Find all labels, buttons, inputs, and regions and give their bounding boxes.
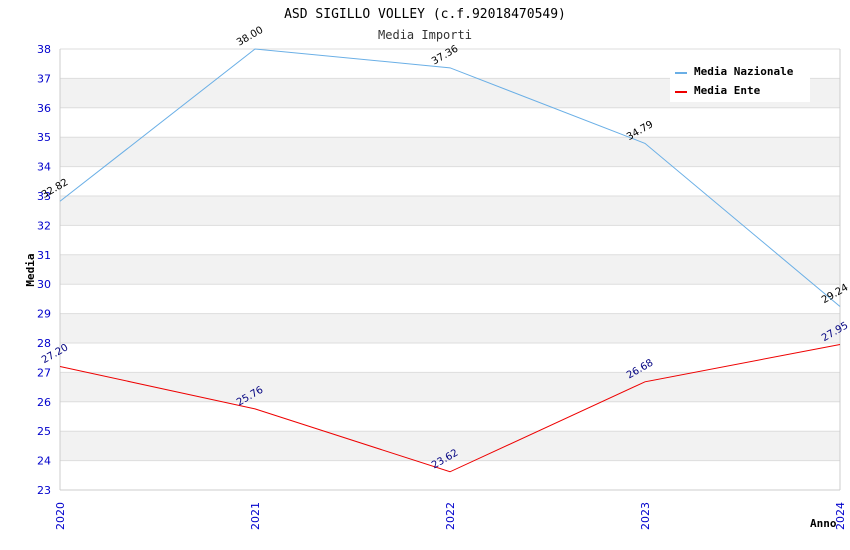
grid-band: [60, 372, 840, 402]
y-tick-label: 36: [37, 102, 51, 115]
grid-band: [60, 254, 840, 285]
y-tick-label: 35: [37, 131, 51, 144]
legend: Media Nazionale Media Ente: [670, 60, 810, 102]
chart-title: ASD SIGILLO VOLLEY (c.f.92018470549): [284, 7, 566, 22]
axes: [59, 49, 841, 491]
y-tick-label: 23: [37, 484, 51, 497]
grid-bands: [60, 78, 840, 461]
grid-band: [60, 137, 840, 167]
y-tick-label: 30: [37, 278, 51, 291]
grid-band: [60, 431, 840, 461]
series-lines: [59, 48, 841, 473]
grid-band: [60, 196, 840, 226]
x-tick-label: 2020: [54, 502, 67, 530]
x-tick-label: 2023: [639, 502, 652, 530]
y-tick-label: 38: [37, 43, 51, 56]
x-tick-label: 2024: [834, 502, 847, 530]
y-tick-label: 28: [37, 337, 51, 350]
y-tick-label: 32: [37, 219, 51, 232]
data-label: 38.00: [235, 25, 265, 49]
grid-lines: [60, 48, 840, 491]
y-tick-label: 33: [37, 190, 51, 203]
y-tick-label: 27: [37, 366, 51, 379]
y-tick-label: 29: [37, 308, 51, 321]
legend-box: [670, 60, 810, 102]
chart-subtitle: Media Importi: [378, 28, 472, 42]
x-tick-label: 2021: [249, 502, 262, 530]
y-tick-label: 25: [37, 425, 51, 438]
y-axis-label: Media: [24, 253, 37, 286]
x-axis-label: Anno: [810, 517, 837, 530]
y-tick-label: 24: [37, 455, 51, 468]
y-tick-label: 37: [37, 72, 51, 85]
y-tick-labels: 23 24 25 26 27 28 29 30 31 32 33 34 35 36 37 38: [37, 43, 51, 497]
x-tick-labels: 2020 2021 2022 2023 2024: [54, 502, 847, 530]
y-tick-label: 26: [37, 396, 51, 409]
series-line-1: [59, 343, 841, 473]
legend-item-ente: Media Ente: [694, 84, 761, 97]
grid-band: [60, 313, 840, 343]
y-tick-label: 34: [37, 161, 51, 174]
data-label: 37.36: [430, 44, 460, 68]
x-tick-label: 2022: [444, 502, 457, 530]
legend-item-nazionale: Media Nazionale: [694, 65, 794, 78]
series-line-0: [59, 48, 841, 307]
y-tick-label: 31: [37, 249, 51, 262]
